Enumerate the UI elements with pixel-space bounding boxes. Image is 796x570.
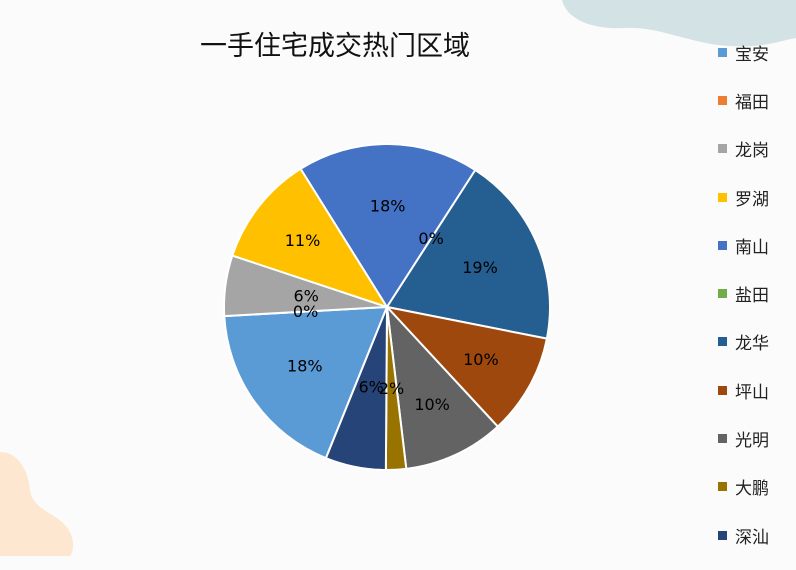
- legend-swatch: [718, 289, 727, 299]
- legend-item: 龙岗: [718, 125, 769, 173]
- pie-data-label: 11%: [285, 231, 321, 250]
- pie-slice: [223, 306, 388, 460]
- legend-swatch: [718, 337, 727, 347]
- legend-item: 深汕: [718, 511, 769, 559]
- pie-data-label: 6%: [294, 287, 319, 306]
- pie-data-label: 6%: [359, 377, 384, 396]
- pie-data-label: 10%: [463, 350, 499, 369]
- pie: [223, 143, 551, 472]
- legend-label: 福田: [735, 92, 769, 113]
- legend-item: 福田: [718, 76, 769, 124]
- pie-data-label: 18%: [370, 196, 406, 215]
- legend-swatch: [718, 144, 727, 154]
- pie-slice: [386, 306, 548, 428]
- pie-slice: [231, 167, 388, 308]
- legend-swatch: [718, 434, 727, 444]
- legend-item: 宝安: [718, 28, 769, 76]
- pie-data-label: 18%: [287, 356, 323, 375]
- legend-item: 南山: [718, 221, 769, 269]
- pie-data-labels: 18%0%6%11%18%0%19%10%10%2%6%: [285, 196, 499, 414]
- decor-blob-bottom-left: [0, 452, 74, 556]
- chart-title: 一手住宅成交热门区域: [200, 31, 470, 62]
- legend-label: 光明: [735, 431, 769, 452]
- pie-slice: [299, 143, 477, 308]
- legend-swatch: [718, 95, 727, 105]
- decor-blob-top-right: [562, 0, 796, 47]
- legend-swatch: [718, 240, 727, 250]
- legend-swatch: [718, 385, 727, 395]
- legend-item: 盐田: [718, 269, 769, 317]
- legend-label: 宝安: [735, 44, 769, 65]
- legend-label: 盐田: [735, 286, 769, 307]
- pie-data-label: 0%: [418, 229, 443, 248]
- legend-swatch: [718, 530, 727, 540]
- legend-swatch: [718, 482, 727, 492]
- legend-item: 坪山: [718, 366, 769, 414]
- legend-label: 龙岗: [735, 141, 769, 162]
- pie-data-label: 2%: [379, 379, 404, 398]
- legend-swatch: [718, 192, 727, 202]
- pie-slice: [324, 306, 388, 471]
- legend-label: 坪山: [735, 382, 769, 403]
- legend-item: 罗湖: [718, 173, 769, 221]
- legend-item: 光明: [718, 414, 769, 462]
- legend-item: 大鹏: [718, 463, 769, 511]
- legend: 宝安福田龙岗罗湖南山盐田龙华坪山光明大鹏深汕: [718, 28, 769, 559]
- legend-label: 南山: [735, 237, 769, 258]
- pie-data-label: 0%: [293, 302, 318, 321]
- legend-label: 罗湖: [735, 189, 769, 210]
- legend-item: 龙华: [718, 318, 769, 366]
- pie-slice: [386, 168, 551, 340]
- pie-data-label: 10%: [414, 395, 450, 414]
- legend-label: 龙华: [735, 334, 769, 355]
- legend-label: 深汕: [735, 527, 769, 548]
- pie-data-label: 19%: [462, 258, 498, 277]
- legend-label: 大鹏: [735, 479, 769, 500]
- pie-slice: [386, 306, 499, 470]
- legend-swatch: [718, 47, 727, 57]
